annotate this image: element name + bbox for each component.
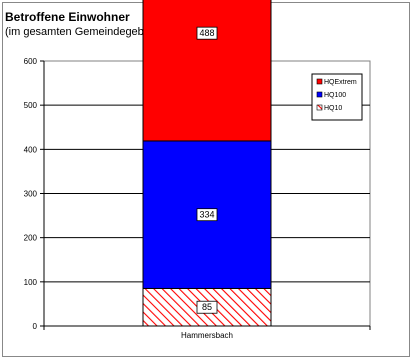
y-tick-label: 0 xyxy=(33,322,38,331)
data-labels: 85 334 488 xyxy=(196,26,218,314)
data-label: 85 xyxy=(202,302,212,312)
y-tick-label: 100 xyxy=(24,278,38,287)
legend-label: HQ10 xyxy=(324,105,342,112)
legend-label: HQExtrem xyxy=(324,79,357,86)
y-tick-label: 400 xyxy=(24,145,38,154)
bar-segment-hqextrem xyxy=(142,0,272,142)
data-label-box xyxy=(196,300,218,314)
data-label: 488 xyxy=(199,28,214,38)
legend-label: HQ100 xyxy=(324,92,346,99)
legend: HQExtrem HQ100 HQ10 xyxy=(311,73,363,121)
data-label: 334 xyxy=(199,210,214,220)
legend-swatch-hq100 xyxy=(316,91,323,98)
y-tick-label: 500 xyxy=(24,101,38,110)
chart-subtitle: (im gesamten Gemeindegebiet) xyxy=(5,26,160,38)
y-tick-label: 200 xyxy=(24,234,38,243)
x-tick-label: Hammersbach xyxy=(181,331,233,340)
legend-swatch-hqextrem xyxy=(316,78,323,85)
y-tick-label: 600 xyxy=(24,57,38,66)
x-axis: Hammersbach xyxy=(43,325,371,340)
legend-swatch-hq10 xyxy=(316,104,323,111)
chart-title: Betroffene Einwohner xyxy=(5,10,130,24)
data-label-box xyxy=(196,208,218,222)
data-label-box xyxy=(196,26,218,40)
y-tick-label: 300 xyxy=(24,190,38,199)
y-axis: 0 100 200 300 400 500 600 xyxy=(24,57,45,331)
bars xyxy=(142,0,272,327)
